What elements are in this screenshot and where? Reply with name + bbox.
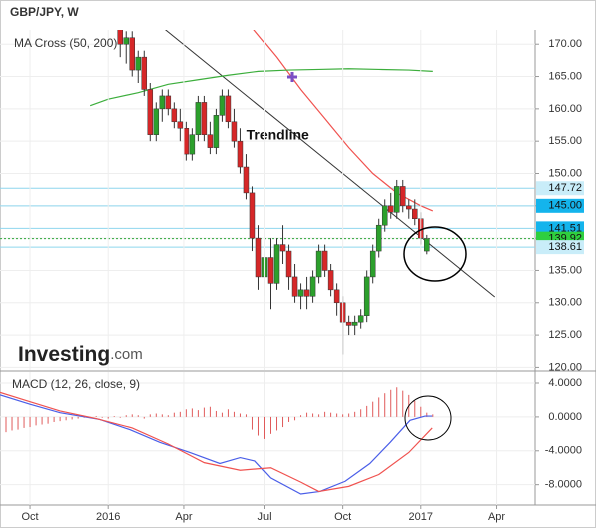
highlight-circle xyxy=(404,395,452,441)
logo: Investing.com xyxy=(18,343,143,366)
level-label: 141.51 xyxy=(548,222,582,234)
y-tick-label: 120.00 xyxy=(548,361,582,373)
candle-body xyxy=(273,244,280,284)
price-panel: Trendline xyxy=(0,30,535,370)
moving-average xyxy=(89,68,433,107)
candle-body xyxy=(195,102,202,135)
candle-body xyxy=(177,121,184,129)
y-tick-label: 130.00 xyxy=(548,297,582,309)
y-tick-label: 155.00 xyxy=(548,135,582,147)
candle-body xyxy=(387,205,394,213)
candle-body xyxy=(315,250,322,278)
x-tick-label: 2017 xyxy=(409,511,433,523)
candle-body xyxy=(412,208,418,219)
x-tick-label: 2016 xyxy=(96,511,120,523)
candle-body xyxy=(117,30,123,45)
candle-body xyxy=(231,121,238,142)
y-tick-label: -8.0000 xyxy=(545,479,582,491)
candle-body xyxy=(153,108,160,135)
y-tick-label: 165.00 xyxy=(548,70,582,82)
candle-body xyxy=(249,192,256,239)
chart-title: GBP/JPY, W xyxy=(10,5,79,19)
candle-body xyxy=(406,205,412,210)
logo-suffix: .com xyxy=(110,346,143,363)
macd-panel xyxy=(0,372,535,505)
candle-body xyxy=(183,128,190,155)
candle-body xyxy=(135,56,142,71)
overlay: 170.00165.00160.00155.00150.00145.00140.… xyxy=(21,38,584,523)
candle-body xyxy=(303,289,310,297)
y-tick-label: 0.0000 xyxy=(548,411,582,423)
candle-body xyxy=(297,289,304,297)
trendline xyxy=(165,30,496,298)
candle-body xyxy=(141,56,148,90)
x-tick-label: Jul xyxy=(257,511,271,523)
x-tick-label: Apr xyxy=(175,511,192,523)
macd-label: MACD (12, 26, close, 9) xyxy=(12,377,140,391)
level-label-bg xyxy=(536,240,584,255)
candle-body xyxy=(291,276,298,297)
candle-body xyxy=(171,108,178,123)
candle-body xyxy=(201,102,208,135)
y-tick-label: 170.00 xyxy=(548,38,582,50)
moving-average xyxy=(253,30,434,212)
candle-body xyxy=(159,95,166,110)
level-label: 147.72 xyxy=(548,182,582,194)
x-tick-label: Apr xyxy=(488,511,505,523)
candle-body xyxy=(189,134,196,155)
level-label: 145.00 xyxy=(548,200,582,212)
candle-body xyxy=(255,237,262,278)
candle-body xyxy=(267,257,274,284)
level-label-bg xyxy=(536,198,584,213)
candle-body xyxy=(165,95,172,110)
y-tick-label: -4.0000 xyxy=(545,445,582,457)
candle-body xyxy=(400,186,406,207)
x-tick-label: Oct xyxy=(334,511,351,523)
level-label: 138.61 xyxy=(548,241,582,253)
y-tick-label: 150.00 xyxy=(548,167,582,179)
candle-body xyxy=(424,238,430,252)
candle-body xyxy=(375,224,382,252)
candle-body xyxy=(393,186,400,213)
candle-body xyxy=(285,250,292,278)
candle-body xyxy=(309,276,316,297)
candle-body xyxy=(237,140,244,168)
candle-body xyxy=(363,276,370,316)
indicator-label: MA Cross (50, 200) xyxy=(14,36,117,50)
y-tick-label: 160.00 xyxy=(548,103,582,115)
y-tick-label: 125.00 xyxy=(548,329,582,341)
candle-body xyxy=(147,89,154,135)
annotation: Trendline xyxy=(247,127,309,143)
candle-body xyxy=(321,250,328,271)
candle-body xyxy=(123,37,129,45)
candle-body xyxy=(351,321,358,326)
y-tick-label: 4.0000 xyxy=(548,377,582,389)
x-tick-label: Oct xyxy=(21,511,38,523)
candle-body xyxy=(207,134,214,148)
candle-body xyxy=(345,321,352,326)
candle-body xyxy=(327,270,334,291)
candle-body xyxy=(279,244,286,252)
candle-body xyxy=(225,95,232,123)
level-label-bg xyxy=(536,181,584,196)
candle-body xyxy=(129,37,135,71)
macd-line xyxy=(0,391,433,493)
candle-body xyxy=(213,115,220,148)
candle-body xyxy=(219,95,226,116)
logo-name: Investing xyxy=(18,343,110,366)
candle-body xyxy=(357,315,364,323)
highlight-circle xyxy=(403,226,467,282)
y-tick-label: 135.00 xyxy=(548,264,582,276)
cross-marker xyxy=(287,72,297,82)
candle-body xyxy=(381,205,388,226)
candle-body xyxy=(243,166,250,194)
candle-body xyxy=(333,289,340,304)
candle-body xyxy=(369,250,376,278)
